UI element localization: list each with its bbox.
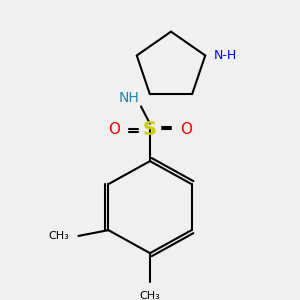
Text: CH₃: CH₃ xyxy=(49,231,69,241)
Text: O: O xyxy=(108,122,120,137)
Text: N-H: N-H xyxy=(214,49,238,62)
Text: CH₃: CH₃ xyxy=(140,291,160,300)
Text: S: S xyxy=(143,120,157,139)
Text: NH: NH xyxy=(118,91,140,105)
Text: O: O xyxy=(180,122,192,137)
